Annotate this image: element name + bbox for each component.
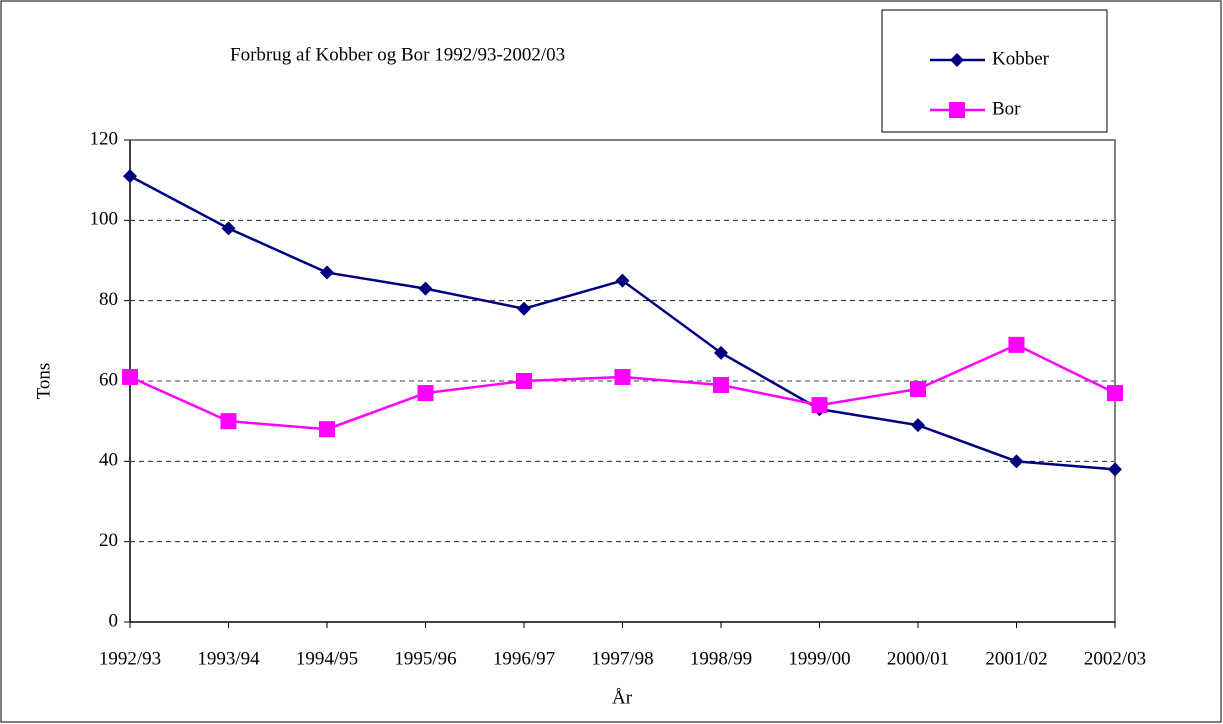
x-tick-label: 1998/99 bbox=[690, 648, 752, 669]
y-tick-label: 20 bbox=[99, 530, 118, 551]
y-tick-label: 100 bbox=[90, 209, 119, 230]
marker bbox=[516, 373, 532, 389]
marker bbox=[1009, 454, 1024, 469]
marker bbox=[714, 345, 728, 360]
marker bbox=[1008, 336, 1025, 353]
y-axis-label: Tons bbox=[33, 363, 54, 400]
marker bbox=[1107, 385, 1123, 402]
x-tick-label: 1996/97 bbox=[493, 648, 555, 669]
marker bbox=[950, 53, 964, 67]
x-tick-label: 1992/93 bbox=[99, 648, 161, 669]
marker bbox=[911, 418, 925, 433]
marker bbox=[614, 368, 631, 385]
y-tick-label: 120 bbox=[90, 128, 119, 149]
chart-title: Forbrug af Kobber og Bor 1992/93-2002/03 bbox=[230, 44, 565, 65]
x-tick-label: 1995/96 bbox=[394, 648, 456, 669]
y-tick-label: 80 bbox=[99, 289, 118, 310]
marker bbox=[221, 221, 236, 236]
marker bbox=[122, 368, 138, 385]
x-tick-label: 2000/01 bbox=[887, 648, 949, 669]
marker bbox=[123, 169, 137, 184]
legend-label: Bor bbox=[992, 98, 1021, 119]
marker bbox=[319, 421, 335, 438]
x-tick-label: 1999/00 bbox=[788, 648, 850, 669]
marker bbox=[517, 301, 531, 316]
x-tick-label: 2001/02 bbox=[985, 648, 1047, 669]
marker bbox=[949, 102, 965, 118]
x-tick-label: 1993/94 bbox=[197, 648, 260, 669]
y-tick-label: 60 bbox=[99, 369, 118, 390]
legend-box bbox=[881, 9, 1108, 133]
y-tick-label: 0 bbox=[109, 610, 119, 631]
marker bbox=[910, 381, 926, 398]
marker bbox=[220, 413, 237, 430]
marker bbox=[320, 265, 334, 280]
legend-label: Kobber bbox=[992, 48, 1050, 69]
marker bbox=[811, 397, 828, 414]
marker bbox=[1108, 462, 1122, 477]
x-axis-label: År bbox=[612, 687, 633, 708]
marker bbox=[417, 385, 434, 402]
marker bbox=[418, 281, 433, 296]
x-tick-label: 1994/95 bbox=[296, 648, 358, 669]
marker bbox=[713, 377, 729, 394]
y-tick-label: 40 bbox=[99, 450, 118, 471]
x-tick-label: 1997/98 bbox=[591, 648, 653, 669]
marker bbox=[615, 273, 630, 288]
x-tick-label: 2002/03 bbox=[1084, 648, 1146, 669]
